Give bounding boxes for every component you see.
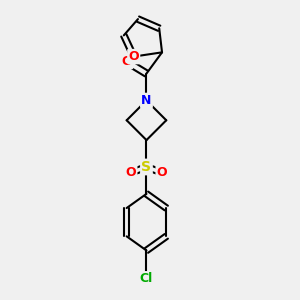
Text: N: N [141, 94, 152, 107]
Text: Cl: Cl [140, 272, 153, 285]
Text: O: O [121, 55, 132, 68]
Text: O: O [126, 166, 136, 179]
Text: O: O [157, 166, 167, 179]
Text: S: S [142, 160, 152, 174]
Text: O: O [128, 50, 139, 63]
